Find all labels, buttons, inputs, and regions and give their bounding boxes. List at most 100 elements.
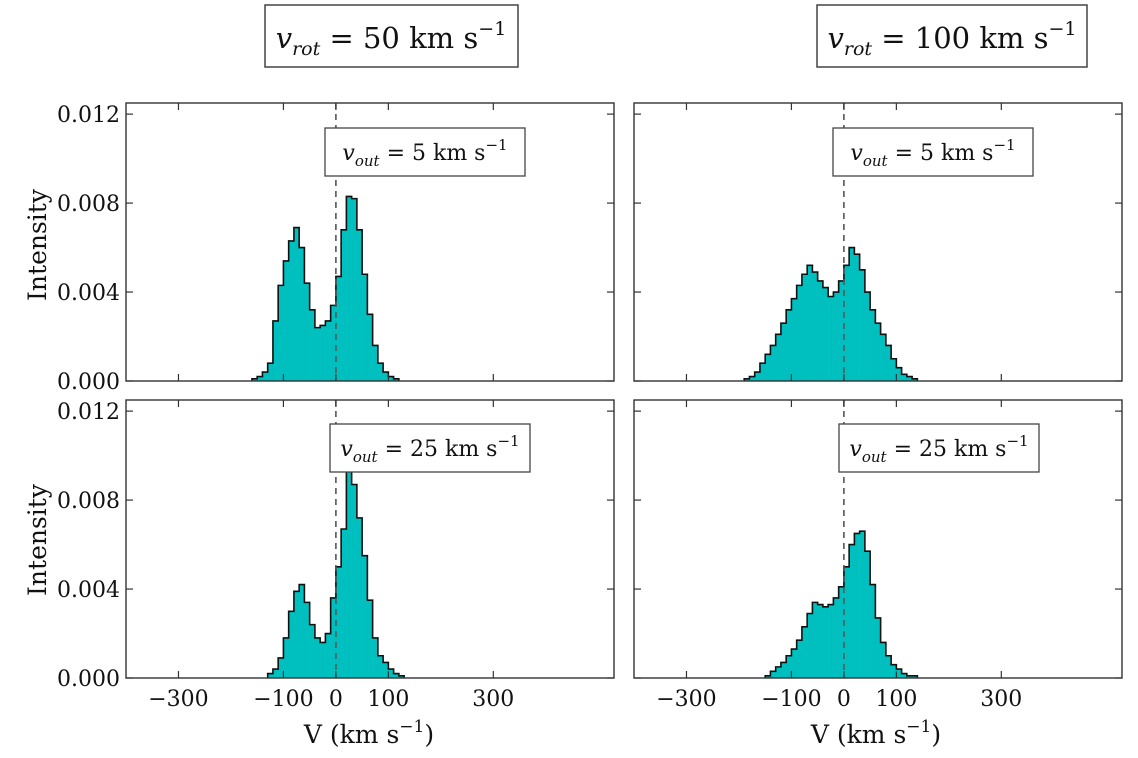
annotation-v: v [340, 437, 353, 462]
xlabel-left: V (km s−1) [303, 717, 434, 749]
vout-annotation: vout = 5 km s−1 [324, 127, 526, 177]
xlabel-right-close: ) [931, 720, 941, 749]
panel-top-right: vout = 5 km s−1 [633, 102, 1123, 382]
histogram-bar [278, 657, 284, 678]
histogram-bar [267, 363, 274, 381]
histogram-bar [351, 484, 358, 678]
histogram-bars [744, 247, 918, 381]
histogram-bar [335, 276, 342, 381]
histogram-bar [325, 320, 331, 381]
x-tick-label: −100 [761, 687, 821, 712]
histogram-bar [288, 240, 295, 381]
title-left-sub: rot [292, 38, 321, 60]
histogram-bar [367, 314, 373, 381]
annotation-sub: out [355, 152, 381, 170]
histogram-bar [833, 597, 839, 678]
histogram-bar [801, 274, 808, 381]
plot-frame [633, 399, 1123, 679]
histogram-bar [796, 285, 803, 381]
annotation-rest: = 5 km s [380, 141, 486, 166]
ylabel-bottom: Intensity [23, 483, 52, 596]
histogram-bars [267, 471, 405, 678]
histogram-outline [764, 530, 919, 678]
annotation-box [838, 423, 1040, 473]
ylabel-top: Intensity [23, 188, 52, 301]
histogram-bar [330, 597, 337, 678]
histogram-bar [849, 544, 855, 678]
histogram-bar [843, 265, 850, 381]
histogram-bar [272, 320, 279, 381]
histogram-bar [880, 642, 887, 678]
histogram-bar [901, 374, 908, 381]
plot-frame [125, 399, 615, 679]
histogram-bar [906, 675, 913, 678]
histogram-bar [356, 517, 363, 678]
histogram-bar [775, 666, 782, 678]
annotation-v: v [849, 437, 862, 462]
histogram-bar [262, 372, 268, 381]
annotation-sup: −1 [485, 136, 507, 154]
histogram-bar [885, 345, 892, 381]
histogram-bars [251, 196, 400, 381]
histogram-bar [341, 528, 347, 678]
histogram-bar [791, 298, 797, 381]
histogram-bar [314, 637, 321, 678]
histogram-bar [372, 345, 379, 381]
histogram-bar [288, 611, 295, 678]
annotation-rest: = 25 km s [887, 437, 1007, 462]
annotation-sub: out [863, 152, 889, 170]
histogram-bar [801, 626, 808, 678]
histogram-bar [362, 555, 368, 678]
histogram-bar [383, 662, 389, 678]
histogram-bar [885, 655, 892, 678]
histogram-bar [875, 617, 881, 678]
column-title-right: vrot = 100 km s−1 [816, 4, 1088, 68]
vout-annotation: vout = 25 km s−1 [329, 423, 531, 473]
panel-bottom-left: −300 −100 0 100 300 0.000 0.004 0.008 0.012 vout … [57, 399, 615, 712]
xlabel-left-sup: −1 [399, 717, 424, 737]
histogram-bar [854, 533, 860, 678]
title-left-sup: −1 [478, 18, 506, 40]
histogram-bar [812, 272, 818, 381]
histogram-bar [304, 602, 310, 678]
annotation-sup: −1 [1006, 432, 1028, 450]
histogram-bar [251, 378, 258, 381]
x-tick-label: 0 [837, 687, 851, 712]
x-tick-label: 0 [329, 687, 343, 712]
histogram-bar [283, 260, 289, 381]
histogram-bar [854, 254, 860, 381]
histogram-bar [299, 247, 305, 381]
histogram-bar [377, 363, 384, 381]
title-left-v: v [276, 21, 293, 55]
histogram-bar [870, 584, 876, 678]
histogram-bar [765, 354, 771, 381]
title-right-sup: −1 [1049, 18, 1077, 40]
histogram-bar [864, 551, 871, 678]
histogram-bar [278, 285, 284, 381]
histogram-bar [880, 334, 887, 381]
x-tick-label: 100 [367, 687, 409, 712]
annotation-sub: out [862, 448, 888, 466]
histogram-bar [272, 669, 279, 678]
histogram-bar [377, 655, 384, 678]
y-tick-label: 0.004 [57, 281, 120, 306]
column-title-left: vrot = 50 km s−1 [264, 4, 519, 68]
xlabel-right-sup: −1 [906, 717, 931, 737]
y-tick-label: 0.012 [57, 400, 120, 425]
histogram-bar [754, 372, 761, 381]
histogram-bar [346, 471, 352, 678]
x-tick-label: 300 [980, 687, 1022, 712]
histogram-bar [786, 309, 792, 381]
histogram-bar [388, 669, 394, 678]
histogram-bar [891, 664, 897, 678]
histogram-bar [807, 613, 813, 678]
annotation-text: vout = 25 km s−1 [849, 432, 1028, 466]
histogram-bar [383, 372, 389, 381]
histogram-bar [870, 309, 876, 381]
histogram-bar [896, 367, 902, 381]
histogram-bar [849, 247, 855, 381]
histogram-bar [828, 604, 834, 678]
histogram-bar [786, 655, 792, 678]
y-tick-label: 0.000 [57, 370, 120, 395]
